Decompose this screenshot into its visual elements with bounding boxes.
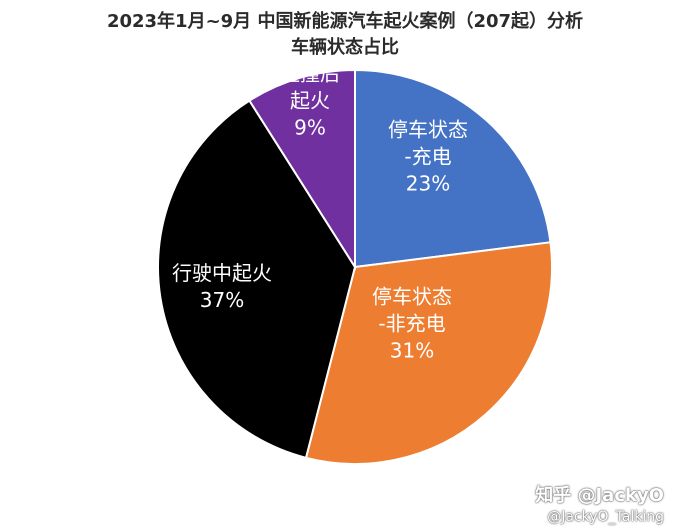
slice-label-2: 停车状态 -非充电 31% [372,285,452,363]
pie-slice-1 [354,68,552,269]
slice-category-label: 行驶中起火 [172,261,272,285]
slice-value-label: 31% [390,339,434,363]
pie-slice-2 [304,241,553,465]
slice-category-label: -充电 [404,145,451,169]
slice-category-label: -非充电 [378,312,445,336]
slice-category-label: 碰撞后 [280,62,340,86]
slice-category-label: 停车状态 [372,285,452,309]
watermark-zhihu: 知乎 @JackyO [535,485,664,506]
slice-value-label: 9% [294,116,326,140]
pie-slice-4 [248,68,356,271]
slice-label-3: 行驶中起火 37% [172,261,272,312]
watermark-handle: @JackyO_Talking [547,509,664,525]
chart-title-line2: 车辆状态占比 [291,37,399,58]
slice-label-1: 停车状态 -充电 23% [388,118,468,196]
slice-category-label: 起火 [290,89,330,113]
chart-title-line1: 2023年1月~9月 中国新能源汽车起火案例（207起）分析 [106,11,584,32]
slice-category-label: 停车状态 [388,118,468,142]
slice-value-label: 37% [200,288,244,312]
slice-value-label: 23% [406,172,450,196]
